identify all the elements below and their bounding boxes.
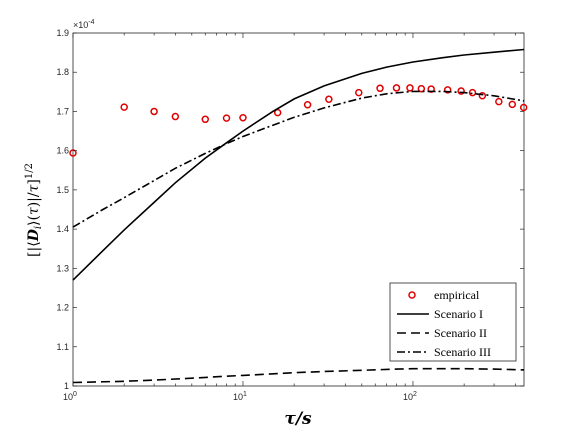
- empirical-point: [239, 113, 247, 122]
- legend-marker: [408, 291, 416, 299]
- x-axis-label: τ/s: [284, 409, 312, 429]
- empirical-point: [495, 97, 503, 106]
- y-tick-label: 1.5: [56, 185, 69, 195]
- legend-label: Scenario III: [434, 345, 491, 359]
- axis-ticks: 1 1.1 1.2 1.3 1.4 1.5 1.6 1.7 1.8 1.9 100 101 102: [56, 28, 524, 402]
- x-tick-label: 101: [233, 391, 247, 402]
- empirical-point: [69, 149, 77, 157]
- empirical-point: [519, 103, 528, 112]
- y-axis-label: [|⟨Di⟩(τ)|/τ]1/2: [24, 163, 44, 257]
- legend-box: [389, 282, 517, 362]
- legend-label: empirical: [434, 288, 480, 302]
- empirical-point: [355, 88, 363, 97]
- empirical-point: [303, 101, 312, 109]
- y-tick-label: 1.9: [56, 28, 69, 38]
- empirical-point: [201, 115, 210, 124]
- empirical-point: [478, 92, 487, 100]
- empirical-point: [120, 103, 128, 111]
- legend-label: Scenario II: [434, 326, 487, 340]
- x-axis-label-text: τ/s: [284, 409, 312, 429]
- y-tick-label: 1.6: [56, 146, 69, 156]
- y-multiplier-base: ×10: [73, 20, 88, 30]
- empirical-point: [406, 84, 414, 92]
- empirical-point: [222, 114, 231, 122]
- y-tick-label: 1.8: [56, 67, 69, 77]
- empirical-point: [443, 86, 452, 94]
- empirical-point: [457, 87, 465, 95]
- series-layer: [69, 48, 528, 384]
- y-tick-label: 1.4: [56, 224, 69, 234]
- y-multiplier-label: ×10-4: [73, 19, 95, 30]
- empirical-point: [417, 84, 426, 93]
- y-tick-label: 1.2: [56, 303, 69, 313]
- y-axis-label-text: [|⟨Di⟩(τ)|/τ]1/2: [24, 163, 44, 257]
- series-line-scenario-i: [72, 48, 525, 281]
- empirical-point: [150, 107, 158, 116]
- empirical-point: [273, 108, 282, 117]
- empirical-point: [171, 112, 180, 121]
- x-tick-label: 100: [63, 391, 77, 402]
- y-tick-label: 1: [64, 381, 69, 391]
- x-tick-label: 102: [403, 391, 417, 402]
- empirical-point: [508, 100, 517, 109]
- legend-label: Scenario I: [434, 307, 483, 321]
- y-multiplier-exp: -4: [88, 19, 94, 26]
- empirical-point: [392, 84, 401, 92]
- empirical-point: [325, 95, 333, 104]
- legend: empirical Scenario I Scenario II Scenario I…: [389, 282, 517, 362]
- empirical-point: [376, 84, 384, 93]
- y-tick-label: 1.3: [56, 263, 69, 273]
- y-tick-label: 1.7: [56, 106, 69, 116]
- y-tick-label: 1.1: [56, 342, 69, 352]
- series-line-scenario-iii: [72, 90, 525, 228]
- empirical-point: [468, 88, 477, 97]
- series-line-scenario-ii: [72, 367, 525, 384]
